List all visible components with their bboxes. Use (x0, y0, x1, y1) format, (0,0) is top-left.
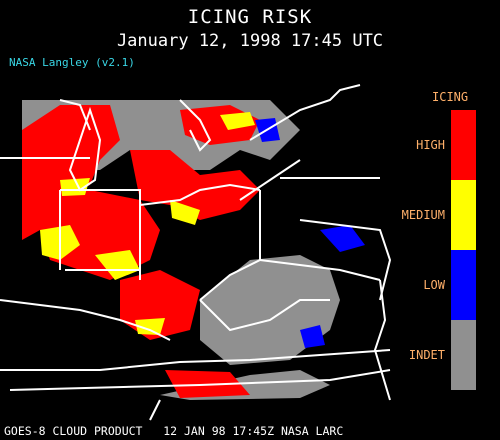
legend-label-indet: INDET (408, 348, 445, 362)
map-datetime: January 12, 1998 17:45 UTC (116, 31, 384, 51)
icing-field (22, 100, 392, 400)
legend-swatch-low (451, 250, 476, 320)
legend-title: ICING (432, 90, 469, 104)
legend-label-high: HIGH (416, 138, 445, 152)
footer-caption: GOES-8 CLOUD PRODUCT 12 JAN 98 17:45Z NA… (4, 424, 344, 438)
legend-label-low: LOW (423, 278, 445, 292)
legend-swatch-indet (451, 320, 476, 390)
legend-swatch-high (451, 110, 476, 180)
icing-map (0, 84, 392, 421)
state-borders (0, 84, 392, 421)
credit-label: NASA Langley (v2.1) (9, 56, 135, 69)
legend-label-medium: MEDIUM (401, 208, 445, 222)
map-title: ICING RISK (187, 6, 313, 28)
legend-swatch-medium (451, 180, 476, 250)
